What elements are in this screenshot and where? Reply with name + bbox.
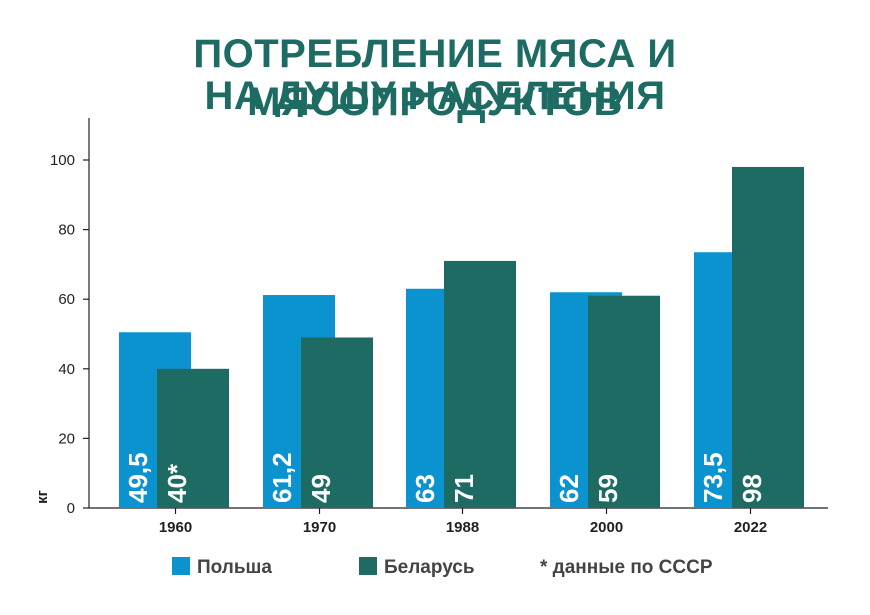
footnote-ussr-data: * данные по СССР bbox=[540, 557, 713, 578]
chart-legend: Польша Беларусь * данные по СССР bbox=[172, 557, 713, 578]
chart-bars bbox=[119, 166, 804, 508]
y-tick-label: 100 bbox=[50, 152, 75, 169]
value-label-belarus-2000: 59 bbox=[593, 474, 623, 503]
y-tick-label: 80 bbox=[58, 222, 75, 239]
x-tick-label: 2022 bbox=[734, 519, 767, 536]
y-tick-label: 40 bbox=[58, 361, 75, 378]
legend-swatch-belarus bbox=[359, 557, 377, 575]
value-label-belarus-2022: 98 bbox=[737, 474, 767, 503]
value-label-belarus-1970: 49 bbox=[306, 474, 336, 503]
value-label-poland-1970: 61,2 bbox=[267, 452, 297, 503]
chart-value-labels: 49,5 40* 61,2 49 63 71 62 59 73,5 98 bbox=[123, 452, 767, 503]
y-axis-label: кг bbox=[34, 490, 51, 504]
chart-title-line-2: НА ДУШУ НАСЕЛЕНИЯ bbox=[204, 74, 666, 118]
bar-belarus-1988 bbox=[444, 260, 516, 508]
x-tick-label: 1960 bbox=[159, 519, 192, 536]
value-label-poland-1960: 49,5 bbox=[123, 452, 153, 503]
y-tick-label: 60 bbox=[58, 291, 75, 308]
chart-title-line-1: ПОТРЕБЛЕНИЕ МЯСА И МЯСОПРОДУКТОВ bbox=[193, 32, 677, 124]
value-label-poland-2000: 62 bbox=[554, 474, 584, 503]
value-label-belarus-1988: 71 bbox=[449, 474, 479, 503]
x-tick-label: 2000 bbox=[590, 519, 623, 536]
x-tick-label: 1970 bbox=[303, 519, 336, 536]
y-tick-label: 20 bbox=[58, 430, 75, 447]
legend-swatch-poland bbox=[172, 557, 190, 575]
y-tick-label: 0 bbox=[67, 500, 75, 517]
legend-label-poland: Польша bbox=[197, 557, 272, 578]
bar-belarus-1970 bbox=[301, 337, 373, 508]
value-label-poland-2022: 73,5 bbox=[698, 452, 728, 503]
bar-belarus-2022 bbox=[732, 166, 804, 508]
value-label-poland-1988: 63 bbox=[410, 474, 440, 503]
value-label-belarus-1960: 40* bbox=[162, 463, 192, 503]
x-tick-label: 1988 bbox=[446, 519, 479, 536]
bar-belarus-1960 bbox=[157, 368, 229, 508]
legend-label-belarus: Беларусь bbox=[384, 557, 475, 578]
bar-belarus-2000 bbox=[588, 295, 660, 508]
